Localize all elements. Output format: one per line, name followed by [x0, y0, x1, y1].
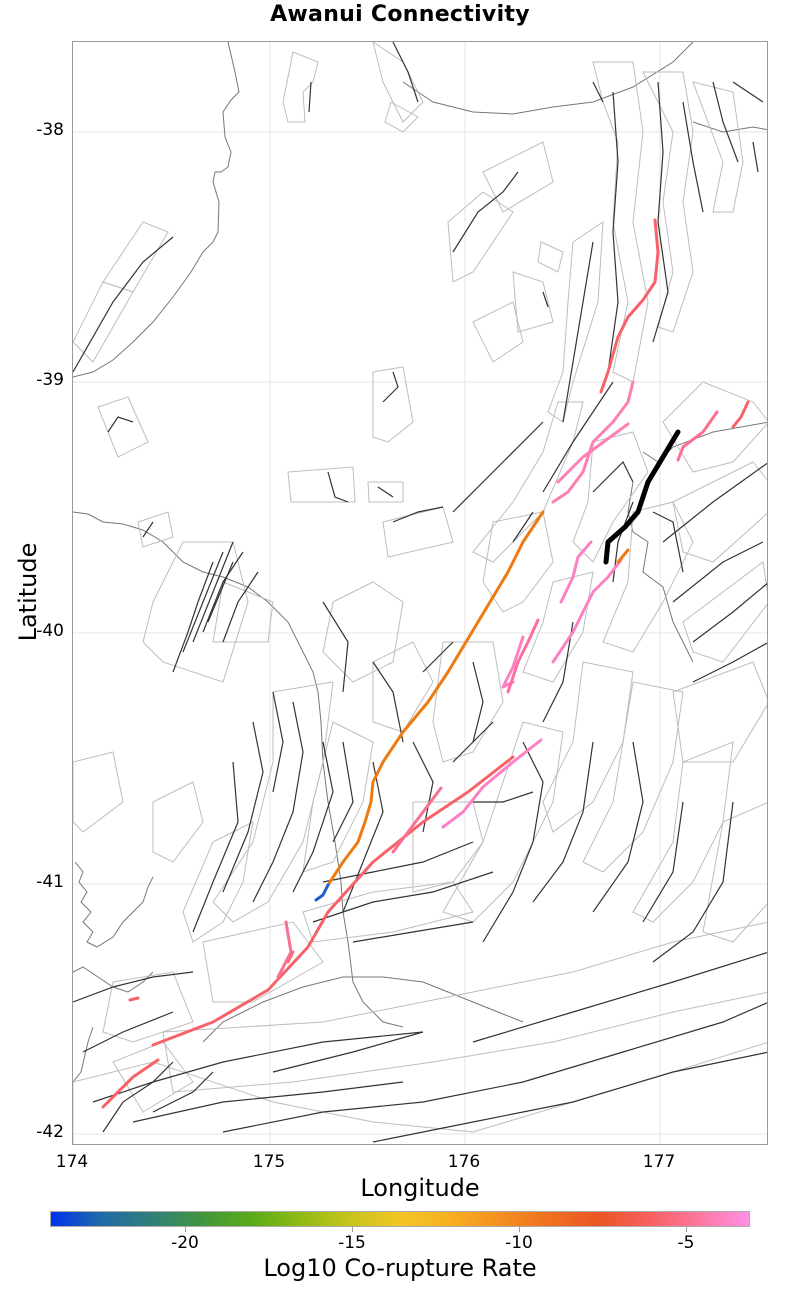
- fault-subsections: [73, 42, 767, 1144]
- x-axis-label: Longitude: [360, 1174, 480, 1202]
- fault-trace-pink-10: [676, 410, 719, 462]
- map-plot-area[interactable]: [72, 41, 768, 1145]
- fault-trace-orange-short: [616, 548, 630, 564]
- colorbar: [50, 1211, 750, 1227]
- colorbar-tick-label: -20: [171, 1233, 199, 1253]
- colorbar-tick-label: -5: [677, 1233, 695, 1253]
- colorbar-title: Log10 Co-rupture Rate: [263, 1254, 537, 1282]
- colorbar-tick: [352, 1227, 353, 1232]
- colorbar-tick-label: -10: [505, 1233, 533, 1253]
- fault-trace-red-ne: [731, 400, 750, 429]
- x-tick-label: 176: [447, 1152, 481, 1172]
- fault-map-svg: [73, 42, 767, 1144]
- fault-trace-pink-9: [391, 786, 443, 854]
- y-tick-label: -38: [36, 120, 64, 140]
- y-tick-label: -41: [36, 872, 64, 892]
- y-tick-label: -40: [36, 621, 64, 641]
- fault-trace-pink-8: [506, 618, 540, 694]
- colorbar-tick-label: -15: [338, 1233, 366, 1253]
- gridlines: [73, 42, 767, 1144]
- fault-trace-pink-1: [276, 920, 293, 979]
- fault-trace-red-1: [151, 755, 515, 1047]
- colorbar-tick: [519, 1227, 520, 1232]
- chart-title: Awanui Connectivity: [270, 2, 530, 27]
- colorbar-tick: [185, 1227, 186, 1232]
- colorbar-tick: [686, 1227, 687, 1232]
- fault-trace-red-north: [599, 218, 660, 394]
- x-tick-label: 177: [642, 1152, 676, 1172]
- fault-trace-pink-5: [559, 540, 593, 604]
- y-axis-label: Latitude: [14, 542, 42, 642]
- co-rupture-faults: [101, 218, 750, 1109]
- x-tick-label: 174: [55, 1152, 89, 1172]
- coastline: [73, 42, 767, 1083]
- fault-trace-red-3: [128, 996, 140, 1002]
- fault-trace-blue: [314, 883, 330, 902]
- fault-trace-pink-7: [501, 635, 525, 689]
- fault-trace-red-2: [101, 1058, 160, 1109]
- fault-trace-pink-2: [551, 380, 635, 504]
- awanui-source-fault: [603, 429, 681, 565]
- y-tick-label: -39: [36, 370, 64, 390]
- x-tick-label: 175: [252, 1152, 286, 1172]
- y-tick-label: -42: [36, 1122, 64, 1142]
- fault-trace-pink-6: [551, 558, 623, 664]
- fault-trace-orange-main: [326, 510, 545, 887]
- fault-trace-red-4: [286, 950, 295, 964]
- fault-trace-pink-3: [556, 422, 630, 484]
- fault-traces: [73, 42, 767, 1143]
- fault-trace-pink-4: [441, 738, 543, 829]
